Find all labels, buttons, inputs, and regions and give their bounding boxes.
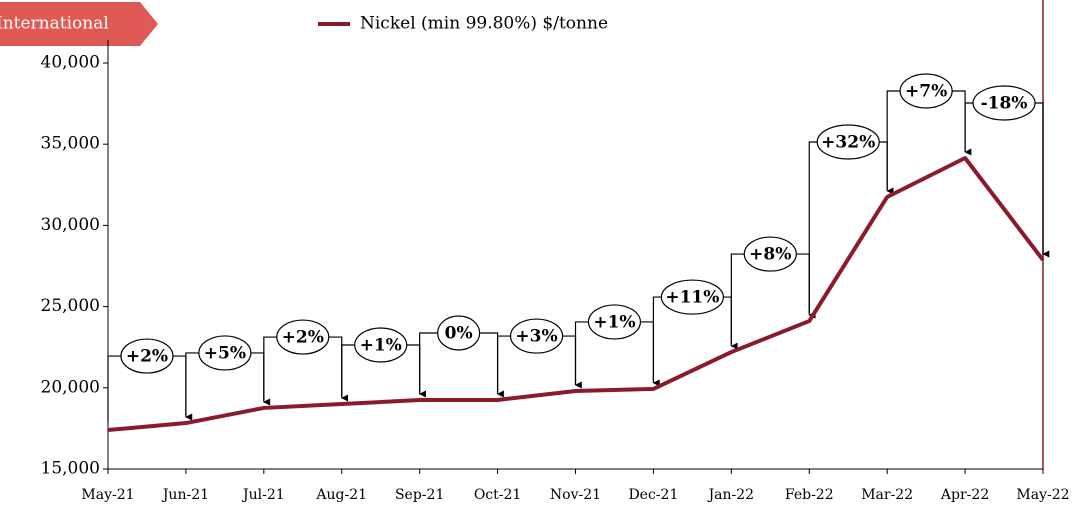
annotation-bubble xyxy=(743,236,797,272)
legend-label: Nickel (min 99.80%) $/tonne xyxy=(360,14,608,34)
annotation-label: -18% xyxy=(981,94,1028,114)
annotation-label: +2% xyxy=(282,328,324,348)
tag-text: International xyxy=(0,14,109,34)
annotation-label: +3% xyxy=(515,327,557,347)
x-tick-label: Aug-21 xyxy=(315,487,367,503)
y-tick-label: 35,000 xyxy=(41,134,100,154)
annotation-bubble xyxy=(509,318,564,354)
y-tick-label: 30,000 xyxy=(41,215,100,235)
annotation-bubble xyxy=(972,85,1036,121)
annotation-label: +5% xyxy=(204,343,246,363)
annotation-label: +1% xyxy=(593,312,635,332)
x-tick-label: Jul-21 xyxy=(241,487,285,503)
y-tick-label: 40,000 xyxy=(41,53,100,73)
x-tick-label: Feb-22 xyxy=(785,487,834,503)
annotation-bubble xyxy=(816,124,880,160)
annotation-bracket xyxy=(808,141,894,314)
annotation-label: +8% xyxy=(749,245,791,265)
tag-shape xyxy=(0,2,158,46)
annotation-label: +1% xyxy=(360,335,402,355)
annotation-bubble xyxy=(354,327,408,363)
series-line xyxy=(107,156,1045,433)
x-tick-label: May-21 xyxy=(81,487,134,503)
x-tick-label: Jun-21 xyxy=(161,487,209,503)
annotation-bubble xyxy=(437,315,481,351)
annotation-bracket xyxy=(964,102,1050,258)
x-tick-label: Mar-22 xyxy=(861,487,913,503)
annotation-label: +2% xyxy=(126,347,168,367)
x-tick-label: Dec-21 xyxy=(628,487,678,503)
annotation-bubble xyxy=(899,73,953,109)
x-tick-label: Sep-21 xyxy=(395,487,444,503)
x-tick-label: Apr-22 xyxy=(940,487,989,503)
annotation-bubble xyxy=(276,319,330,355)
annotation-bubble xyxy=(587,304,642,340)
x-tick-label: Nov-21 xyxy=(550,487,601,503)
y-tick-label: 20,000 xyxy=(41,377,100,397)
x-tick-label: May-22 xyxy=(1016,487,1069,503)
x-tick-label: Oct-21 xyxy=(474,487,522,503)
annotation-bubble xyxy=(120,338,174,374)
annotation-label: +11% xyxy=(665,288,719,308)
y-tick-label: 25,000 xyxy=(41,296,100,316)
annotation-label: 0% xyxy=(445,323,473,343)
x-tick-label: Jan-22 xyxy=(707,487,755,503)
annotation-label: +7% xyxy=(905,82,947,102)
y-tick-label: 15,000 xyxy=(41,459,100,479)
annotation-label: +32% xyxy=(821,132,875,152)
annotation-bubble xyxy=(660,279,724,315)
annotation-bubble xyxy=(198,335,252,371)
